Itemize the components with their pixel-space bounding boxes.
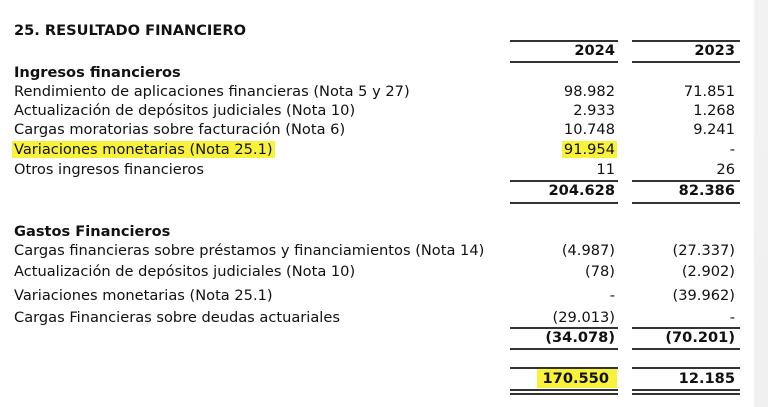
value-2024: (29.013)	[552, 309, 615, 326]
double-rule	[632, 389, 740, 391]
total-rule	[510, 202, 618, 204]
ingresos-heading: Ingresos financieros	[14, 64, 181, 81]
value-2023: 1.268	[693, 102, 735, 119]
column-header-2024: 2024	[574, 42, 615, 59]
double-rule	[510, 393, 618, 395]
value-2024: -	[609, 287, 615, 304]
value-2023: (27.337)	[672, 242, 735, 259]
value-2024: 2.933	[573, 102, 615, 119]
section-title: 25. RESULTADO FINANCIERO	[14, 22, 246, 39]
net-top-rule	[510, 367, 618, 369]
value-2023: 71.851	[683, 83, 735, 100]
row-label: Rendimiento de aplicaciones financieras …	[14, 83, 410, 100]
header-top-rule	[510, 40, 618, 42]
row-label: Cargas Financieras sobre deudas actuaria…	[14, 309, 340, 326]
total-rule	[632, 202, 740, 204]
value-2023: 9.241	[693, 121, 735, 138]
value-2024: (4.987)	[561, 242, 615, 259]
row-label: Cargas moratorias sobre facturación (Not…	[14, 121, 346, 138]
subtotal-rule	[632, 180, 740, 182]
net-top-rule	[632, 367, 740, 369]
gastos-total-2024: (34.078)	[545, 329, 615, 346]
double-rule	[632, 393, 740, 395]
value-2023: -	[729, 309, 735, 326]
header-bottom-rule	[510, 61, 618, 63]
total-rule	[510, 348, 618, 350]
value-2024: 98.982	[563, 83, 615, 100]
net-result-2023: 12.185	[678, 370, 735, 387]
header-bottom-rule	[632, 61, 740, 63]
value-2023: 26	[716, 161, 735, 178]
total-rule	[632, 348, 740, 350]
value-2023: -	[729, 141, 735, 158]
net-result-2024: 170.550	[536, 369, 617, 388]
row-label: Variaciones monetarias (Nota 25.1)	[12, 141, 275, 158]
value-2024: 11	[596, 161, 615, 178]
subtotal-rule	[510, 327, 618, 329]
row-label: Actualización de depósitos judiciales (N…	[14, 263, 356, 280]
value-2024: 91.954	[561, 141, 617, 158]
header-top-rule	[632, 40, 740, 42]
value-2023: (2.902)	[681, 263, 735, 280]
column-header-2023: 2023	[694, 42, 735, 59]
row-label: Variaciones monetarias (Nota 25.1)	[14, 287, 273, 304]
subtotal-rule	[632, 327, 740, 329]
value-2024: (78)	[585, 263, 615, 280]
value-2024: 10.748	[563, 121, 615, 138]
ingresos-total-2023: 82.386	[678, 182, 735, 199]
row-label: Otros ingresos financieros	[14, 161, 204, 178]
row-label: Cargas financieras sobre préstamos y fin…	[14, 242, 485, 259]
subtotal-rule	[510, 180, 618, 182]
row-label: Actualización de depósitos judiciales (N…	[14, 102, 356, 119]
value-2023: (39.962)	[672, 287, 735, 304]
gastos-heading: Gastos Financieros	[14, 223, 171, 240]
signature-watermark	[754, 0, 768, 407]
ingresos-total-2024: 204.628	[548, 182, 615, 199]
double-rule	[510, 389, 618, 391]
gastos-total-2023: (70.201)	[665, 329, 735, 346]
